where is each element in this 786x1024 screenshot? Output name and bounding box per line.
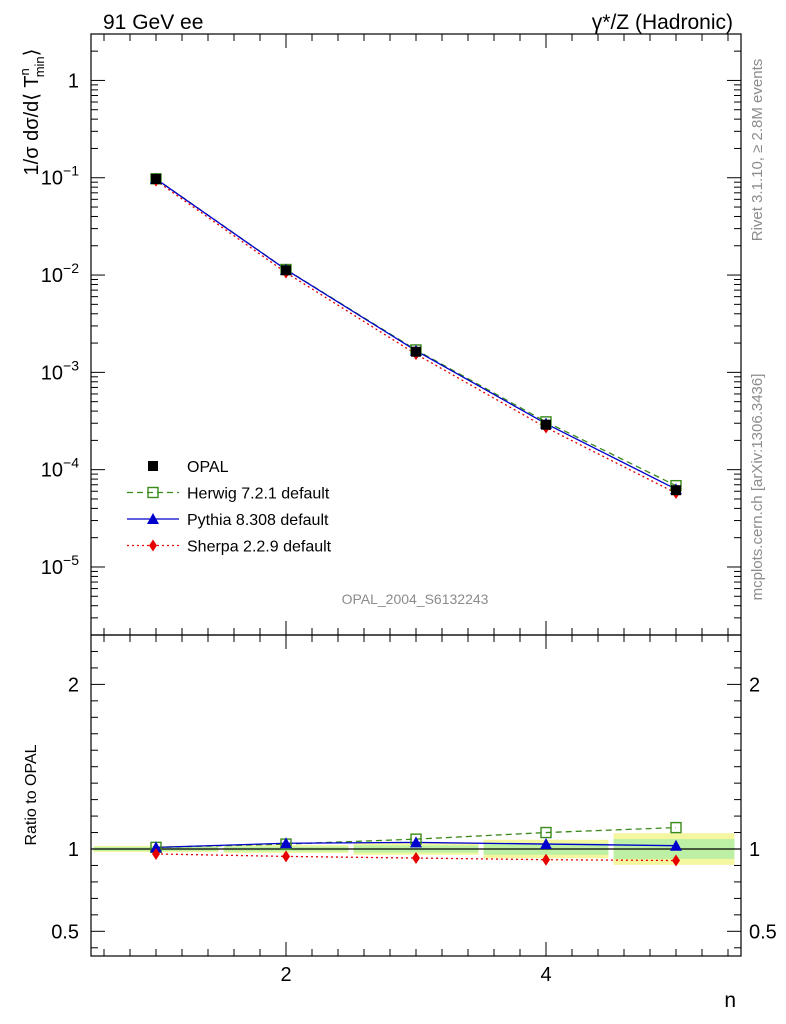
ratio-y-tick-label-right: 2 bbox=[749, 674, 760, 696]
analysis-watermark: OPAL_2004_S6132243 bbox=[342, 591, 489, 607]
mcplots-text: mcplots.cern.ch [arXiv:1306.3436] bbox=[749, 374, 766, 601]
main-y-tick-label: 1 bbox=[68, 70, 79, 92]
ratio-marker-2-3 bbox=[542, 853, 550, 866]
legend-marker-1 bbox=[147, 486, 159, 499]
main-line-1 bbox=[155, 178, 677, 487]
ratio-marker-2-4 bbox=[672, 854, 680, 867]
main-axes: 1 10−1 10−2 10−3 10−4 10−5 bbox=[41, 33, 741, 636]
ratio-y-tick-label: 0.5 bbox=[51, 921, 79, 943]
main-marker-0-2 bbox=[411, 346, 421, 357]
x-tick-label: 2 bbox=[280, 964, 291, 986]
main-series-lines bbox=[155, 178, 677, 494]
legend-label-1: Herwig 7.2.1 default bbox=[187, 486, 330, 503]
legend-label-3: Sherpa 2.2.9 default bbox=[187, 539, 332, 556]
ratio-y-tick-label: 1 bbox=[68, 839, 79, 861]
ratio-plot-frame bbox=[90, 634, 742, 957]
main-y-tick-label: 10−5 bbox=[41, 552, 79, 579]
ratio-marker-1-4 bbox=[670, 839, 682, 851]
main-y-tick-label: 10−1 bbox=[41, 163, 79, 190]
legend-label-0: OPAL bbox=[187, 459, 229, 476]
ratio-y-tick-label: 2 bbox=[68, 674, 79, 696]
header-right: γ*/Z (Hadronic) bbox=[592, 11, 733, 34]
main-y-tick-label: 10−3 bbox=[41, 357, 79, 384]
main-y-tick-label: 10−4 bbox=[41, 455, 79, 482]
ratio-y-axis-label: Ratio to OPAL bbox=[23, 744, 40, 845]
main-marker-0-4 bbox=[671, 485, 681, 496]
main-y-axis-label: 1/σ dσ/d⟨ Tnmin⟩ bbox=[17, 49, 47, 176]
legend-marker-2 bbox=[147, 513, 159, 524]
ratio-marker-1-3 bbox=[540, 838, 552, 850]
main-series-markers bbox=[150, 172, 682, 500]
ratio-marker-1-2 bbox=[410, 836, 422, 848]
ratio-marker-2-0 bbox=[152, 847, 160, 860]
legend: OPAL Herwig 7.2.1 default Pythia 8.308 def… bbox=[127, 459, 332, 556]
ratio-marker-0-4 bbox=[670, 821, 682, 834]
ratio-marker-1-0 bbox=[150, 841, 162, 853]
ratio-series-markers bbox=[150, 821, 682, 867]
ratio-marker-2-2 bbox=[412, 852, 420, 865]
legend-label-2: Pythia 8.308 default bbox=[187, 512, 329, 529]
ratio-y-tick-label-right: 1 bbox=[749, 839, 760, 861]
main-y-tick-label: 10−2 bbox=[41, 260, 79, 287]
ratio-marker-1-1 bbox=[280, 837, 292, 849]
x-tick-label: 4 bbox=[540, 964, 551, 986]
main-marker-0-1 bbox=[281, 265, 291, 276]
legend-marker-3 bbox=[149, 539, 157, 552]
main-marker-0-0 bbox=[151, 174, 161, 185]
ratio-marker-0-3 bbox=[540, 826, 552, 839]
ratio-y-tick-label-right: 0.5 bbox=[749, 921, 777, 943]
ratio-axes: 0.5 0.5 1 1 2 2 2 4 bbox=[51, 635, 777, 986]
main-marker-0-3 bbox=[541, 419, 551, 430]
header-left: 91 GeV ee bbox=[103, 11, 203, 34]
x-axis-label: n bbox=[724, 989, 736, 1012]
legend-marker-0 bbox=[148, 461, 158, 471]
rivet-version-text: Rivet 3.1.10, ≥ 2.8M events bbox=[749, 59, 766, 242]
main-line-2 bbox=[155, 178, 677, 490]
ratio-marker-2-1 bbox=[282, 850, 290, 863]
main-line-3 bbox=[155, 180, 677, 494]
